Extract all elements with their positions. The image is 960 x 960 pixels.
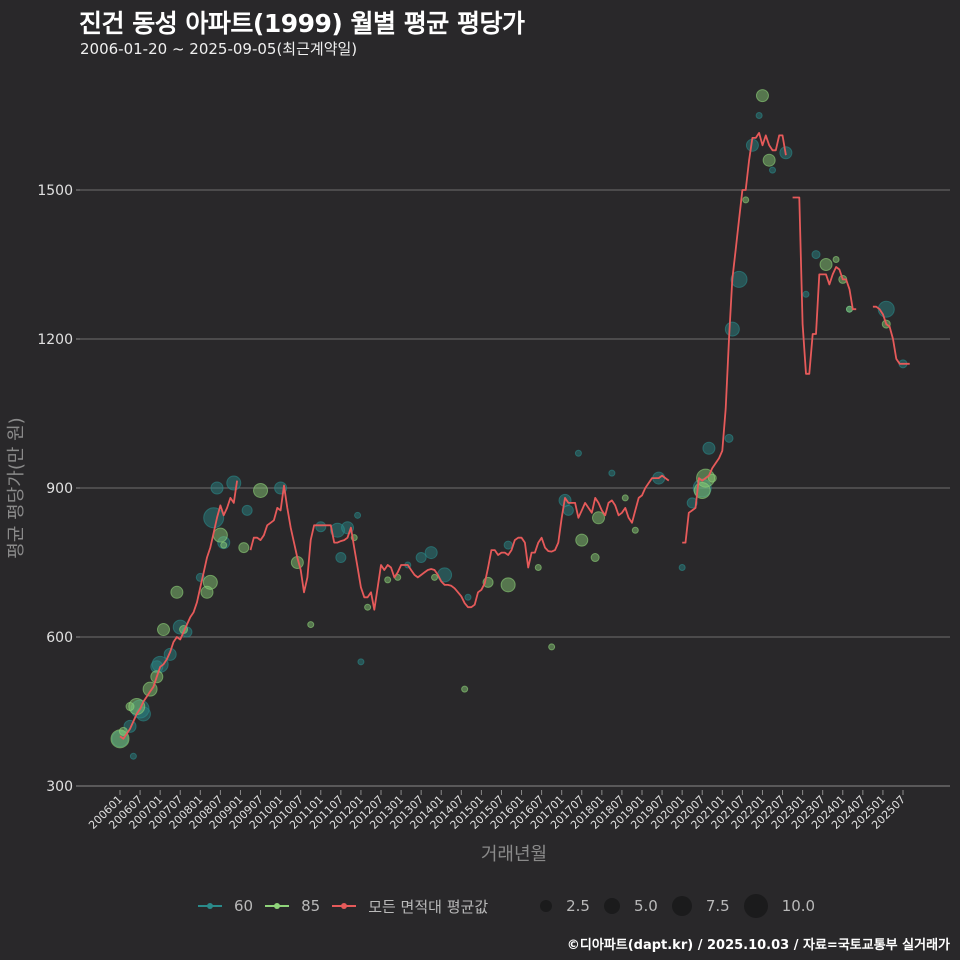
legend-label-60: 60 (234, 897, 254, 915)
bubble-60 (811, 250, 821, 260)
bubble-60 (730, 270, 748, 288)
chart-title: 진건 동성 아파트(1999) 월별 평균 평당가 (79, 9, 525, 38)
average-line-segment (682, 131, 787, 544)
legend-key-85-icon (265, 899, 290, 913)
x-axis-label: 거래년월 (481, 844, 547, 865)
bubble-85 (431, 573, 439, 581)
bubble-60 (464, 593, 472, 601)
size-dot-icon (671, 896, 692, 916)
bubble-85 (590, 553, 600, 563)
bubble-60 (678, 563, 686, 571)
bubble-60 (241, 504, 253, 516)
bubble-60 (354, 511, 362, 519)
size-legend-5-0: 5.0 (603, 897, 658, 915)
bubble-60 (724, 433, 734, 443)
size-legend-7-5: 7.5 (671, 896, 730, 916)
bubble-85 (384, 576, 392, 584)
bubble-85 (212, 527, 228, 543)
size-dot-icon (540, 900, 553, 912)
legend-item-60: 60 (198, 897, 253, 915)
bubble-85 (170, 585, 184, 599)
bubble-85 (157, 623, 170, 637)
bubble-85 (592, 511, 605, 525)
bubble-85 (253, 482, 269, 498)
bubble-85 (534, 563, 542, 571)
bubble-85 (548, 643, 556, 651)
y-axis-label: 평균 평당가(만 원) (6, 417, 27, 558)
bubble-60 (335, 552, 347, 564)
bubble-60 (686, 497, 698, 509)
bubble-85 (707, 473, 717, 483)
average-line-segment (249, 474, 670, 611)
bubble-85 (128, 698, 146, 716)
bubble-60 (608, 469, 616, 477)
bubble-60 (802, 290, 810, 298)
bubble-85 (461, 685, 469, 693)
legend-item-average: 모든 면적대 평균값 (332, 896, 488, 917)
bubble-85 (631, 526, 639, 534)
chart-subtitle: 2006-01-20 ~ 2025-09-05(최근계약일) (80, 40, 358, 58)
size-label: 10.0 (781, 897, 816, 915)
bubble-60 (702, 441, 716, 455)
legend: 60 85 모든 면적대 평균값 2.5 5.0 7.5 10.0 (198, 894, 829, 918)
bubble-85 (500, 577, 516, 593)
average-line-segment (792, 196, 857, 375)
bubble-60 (574, 449, 582, 457)
bubble-60 (226, 475, 242, 491)
bubble-85 (307, 621, 315, 629)
size-legend-10-0: 10.0 (743, 894, 816, 918)
y-gridlines (80, 189, 950, 787)
bubble-85 (755, 89, 769, 103)
legend-label-85: 85 (301, 897, 321, 915)
bubble-85 (238, 542, 250, 554)
bubble-85 (762, 153, 776, 167)
bubble-60 (503, 540, 513, 550)
size-label: 5.0 (633, 897, 658, 915)
y-tick-label: 900 (46, 481, 73, 497)
bubble-60 (562, 504, 574, 516)
bubble-85 (575, 533, 589, 547)
bubble-60 (210, 481, 224, 495)
average-line (119, 131, 910, 740)
bubble-85 (220, 541, 228, 549)
bubble-85 (819, 258, 833, 271)
x-axis: 2006012006072007012007072008012008072009… (86, 790, 908, 832)
bubble-60 (315, 521, 327, 533)
size-label: 7.5 (705, 897, 730, 915)
legend-key-60-icon (198, 899, 222, 913)
bubble-85 (202, 574, 218, 590)
y-tick-label: 600 (46, 630, 73, 646)
bubble-60 (755, 112, 763, 119)
bubble-60 (357, 658, 365, 666)
legend-item-85: 85 (265, 897, 320, 915)
bubble-60 (129, 752, 137, 760)
bubble-60 (415, 552, 427, 564)
bubble-85 (832, 256, 840, 264)
y-axis: 300 600 900 1200 1500 (37, 183, 80, 795)
size-dot-icon (743, 894, 768, 918)
legend-label-average: 모든 면적대 평균값 (368, 897, 489, 916)
size-label: 2.5 (566, 897, 590, 915)
y-tick-label: 300 (46, 779, 73, 795)
bubble-85 (621, 494, 629, 502)
legend-key-average-icon (332, 899, 357, 913)
y-tick-label: 1200 (37, 332, 73, 348)
bubble-60 (203, 507, 225, 529)
bubble-60 (724, 321, 740, 337)
size-dot-icon (603, 898, 620, 914)
bubble-85 (364, 603, 372, 611)
bubble-60 (330, 522, 345, 538)
average-line-segment (872, 305, 910, 365)
bubble-60 (424, 546, 438, 560)
source-credit: ©디아파트(dapt.kr) / 2025.10.03 / 자료=국토교통부 실… (566, 938, 950, 953)
bubble-60 (769, 166, 776, 174)
y-tick-label: 1500 (37, 183, 73, 199)
average-line-segment (119, 480, 238, 740)
bubble-85 (742, 196, 750, 204)
size-legend-2-5: 2.5 (540, 897, 590, 915)
bubble-60 (111, 730, 129, 748)
